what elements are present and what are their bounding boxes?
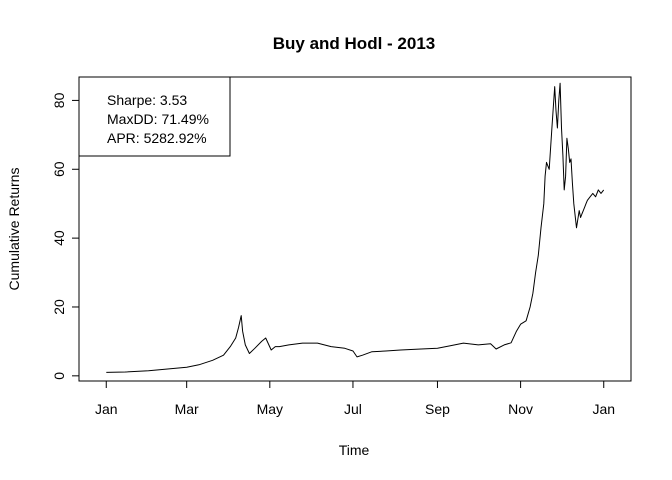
legend-box [78,76,231,157]
x-axis-label: Time [339,442,370,458]
legend: Sharpe: 3.53 MaxDD: 71.49% APR: 5282.92% [78,76,231,157]
y-tick-label: 40 [51,230,67,246]
x-tick-label: Nov [508,401,533,417]
series-line [106,82,605,373]
legend-sharpe: Sharpe: 3.53 [107,92,187,108]
chart-title: Buy and Hodl - 2013 [273,34,435,53]
y-tick-label: 0 [51,372,67,380]
y-axis: 0 20 40 60 80 [51,92,80,380]
legend-apr: APR: 5282.92% [107,130,207,146]
x-tick-label: Mar [175,401,199,417]
y-tick-label: 20 [51,299,67,315]
x-axis: Jan Mar May Jul Sep Nov Jan [95,380,615,417]
y-tick-label: 80 [51,92,67,108]
x-tick-label: Jul [344,401,362,417]
y-axis-label: Cumulative Returns [6,168,22,291]
x-tick-label: Sep [425,401,450,417]
x-tick-label: Jan [592,401,615,417]
x-tick-label: May [257,401,283,417]
legend-maxdd: MaxDD: 71.49% [107,111,209,127]
x-tick-label: Jan [95,401,118,417]
y-tick-label: 60 [51,161,67,177]
